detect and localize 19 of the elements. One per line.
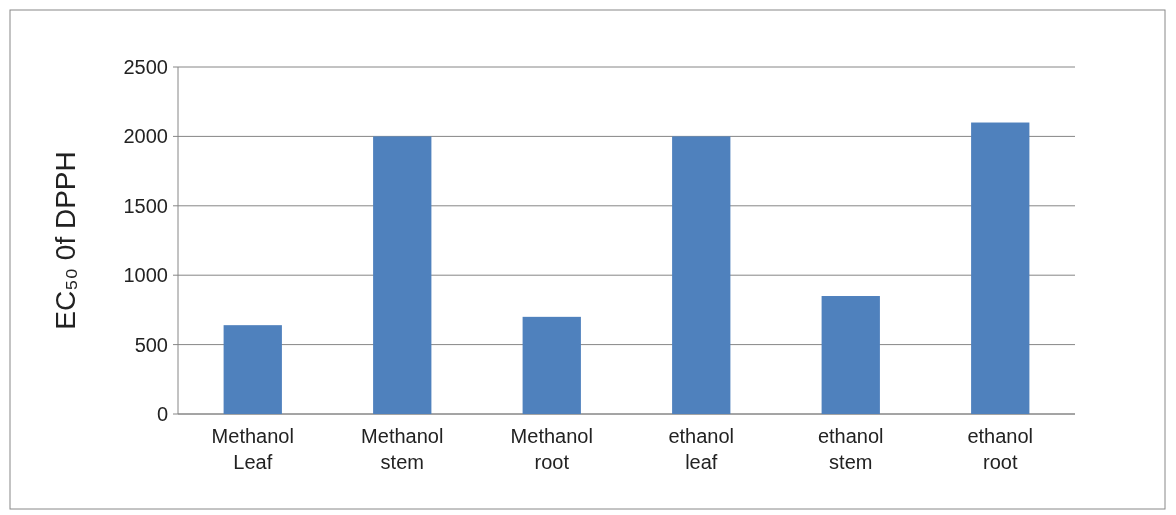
y-tick-label: 2000 bbox=[123, 125, 168, 148]
bar bbox=[971, 122, 1030, 414]
y-tick-label: 1000 bbox=[123, 264, 168, 287]
y-tick-label: 2500 bbox=[123, 56, 168, 78]
bar bbox=[821, 296, 880, 414]
x-tick-label: Methanol root bbox=[510, 425, 593, 473]
bar bbox=[522, 316, 581, 414]
y-tick-label: 0 bbox=[156, 403, 168, 425]
y-tick-label: 1500 bbox=[123, 194, 168, 217]
bar bbox=[672, 136, 731, 414]
x-tick-label: ethanol leaf bbox=[668, 425, 735, 473]
bar bbox=[373, 136, 432, 414]
x-tick-label: ethanol root bbox=[967, 425, 1034, 473]
x-tick-label: Methanol Leaf bbox=[211, 425, 294, 473]
bar bbox=[223, 325, 282, 414]
x-tick-label: ethanol stem bbox=[817, 425, 884, 473]
x-tick-label: Methanol stem bbox=[361, 425, 444, 473]
y-tick-label: 500 bbox=[134, 333, 168, 356]
y-axis-title: EC₅₀ 0f DPPH bbox=[50, 151, 81, 330]
